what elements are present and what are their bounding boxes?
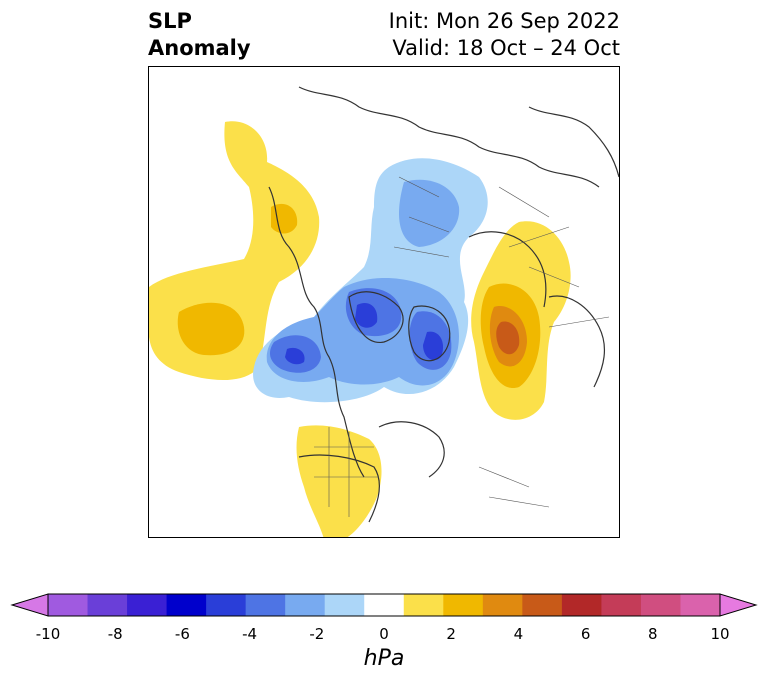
contour-pos-2: [177, 302, 245, 356]
colorbar-tick-label: 0: [379, 625, 389, 643]
colorbar-bin: [522, 594, 563, 616]
colorbar-tick-label: -6: [174, 625, 190, 643]
colorbar-tick-label: 2: [446, 625, 456, 643]
colorbar-bin: [48, 594, 89, 616]
colorbar-bin: [87, 594, 128, 616]
init-date: Init: Mon 26 Sep 2022: [388, 9, 620, 33]
colorbar-bin: [601, 594, 642, 616]
colorbar-tick-label: 8: [648, 625, 658, 643]
colorbar-bin: [166, 594, 207, 616]
colorbar-bin: [443, 594, 484, 616]
colorbar-bin: [680, 594, 721, 616]
colorbar-bin: [324, 594, 365, 616]
colorbar-bins: [10, 593, 758, 617]
contour-pos-2b: [271, 203, 298, 234]
colorbar-outline: [47, 593, 721, 617]
colorbar-bin: [206, 594, 247, 616]
colorbar-bin: [245, 594, 286, 616]
colorbar-bin: [364, 594, 405, 616]
colorbar-bin: [403, 594, 444, 616]
colorbar-extend-min: [10, 593, 49, 617]
contour-pos-7: [296, 425, 382, 537]
colorbar-tick-label: 6: [580, 625, 591, 643]
pacific-high-anomaly: [149, 121, 320, 381]
colorbar-bin: [640, 594, 681, 616]
colorbar-bin: [127, 594, 168, 616]
colorbar-tick-label: -10: [35, 625, 61, 643]
political-boundaries: [314, 176, 610, 517]
colorbar-tick-label: -8: [107, 625, 123, 643]
colorbar-tick-label: 10: [710, 625, 730, 643]
title-slp: SLP: [148, 9, 192, 33]
colorbar-bin: [561, 594, 602, 616]
contour-neg-4c: [285, 347, 305, 365]
colorbar-extend-max: [719, 593, 758, 617]
colorbar: [10, 590, 758, 626]
plot-dates: Init: Mon 26 Sep 2022 Valid: 18 Oct – 24…: [389, 8, 620, 62]
valid-range: Valid: 18 Oct – 24 Oct: [392, 36, 620, 60]
colorbar-bin: [482, 594, 523, 616]
map-panel: [148, 66, 620, 538]
colorbar-svg: [10, 593, 758, 617]
southern-us-high-anomaly: [296, 425, 382, 537]
polar-low-anomaly: [253, 158, 488, 403]
colorbar-bin: [285, 594, 326, 616]
eurasia-high-anomaly: [471, 221, 571, 420]
colorbar-tick-label: -2: [309, 625, 325, 643]
title-anomaly: Anomaly: [148, 36, 251, 60]
colorbar-unit-label: hPa: [363, 646, 405, 671]
slp-anomaly-map: [149, 86, 619, 537]
contour-neg-4a: [355, 302, 378, 328]
plot-title: SLP Anomaly: [148, 8, 251, 62]
contour-neg-4b: [423, 331, 444, 361]
contour-pos-6: [496, 321, 520, 355]
coastlines: [268, 86, 619, 523]
colorbar-tick-label: -4: [242, 625, 258, 643]
colorbar-tick-label: 4: [513, 625, 524, 643]
